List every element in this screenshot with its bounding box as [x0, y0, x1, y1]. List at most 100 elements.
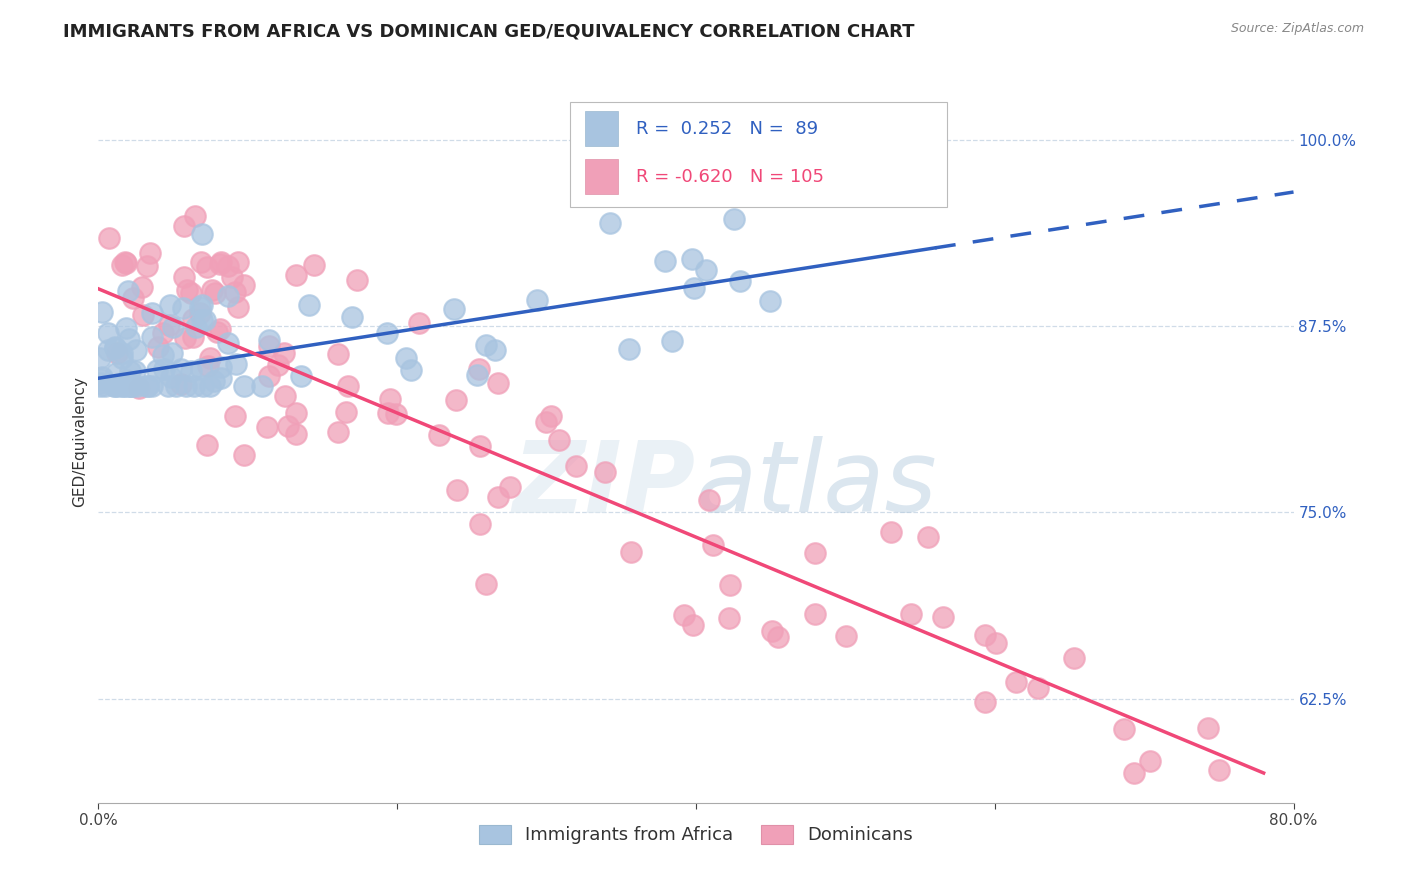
Point	[1208, 763, 1230, 777]
Point	[534, 415, 557, 429]
Text: IMMIGRANTS FROM AFRICA VS DOMINICAN GED/EQUIVALENCY CORRELATION CHART: IMMIGRANTS FROM AFRICA VS DOMINICAN GED/…	[63, 22, 915, 40]
Point	[1005, 675, 1028, 690]
Point	[89, 376, 111, 390]
Point	[139, 246, 162, 260]
Text: ZIP: ZIP	[513, 436, 696, 533]
Point	[377, 406, 399, 420]
Point	[157, 378, 180, 392]
Bar	[571, 102, 948, 207]
Point	[184, 209, 207, 223]
Point	[152, 361, 174, 376]
Point	[121, 378, 143, 392]
Point	[91, 305, 114, 319]
Point	[290, 368, 312, 383]
Point	[174, 331, 197, 345]
Point	[224, 285, 246, 300]
Point	[1026, 681, 1049, 695]
Point	[385, 407, 408, 421]
Point	[728, 275, 751, 289]
Text: R =  0.252   N =  89: R = 0.252 N = 89	[637, 120, 818, 137]
Point	[115, 256, 138, 270]
Point	[986, 636, 1008, 650]
Point	[683, 281, 706, 295]
Point	[170, 362, 193, 376]
Point	[654, 254, 676, 268]
Point	[190, 361, 212, 376]
Point	[115, 378, 138, 392]
Point	[593, 465, 616, 479]
Point	[804, 607, 827, 622]
Point	[111, 258, 134, 272]
Point	[141, 330, 163, 344]
Point	[768, 630, 790, 644]
Point	[208, 322, 231, 336]
Point	[89, 372, 111, 386]
Point	[166, 378, 188, 392]
Point	[188, 306, 211, 320]
Text: R = -0.620   N = 105: R = -0.620 N = 105	[637, 168, 824, 186]
Point	[93, 378, 115, 392]
Point	[900, 607, 922, 621]
Point	[159, 298, 181, 312]
Point	[152, 348, 174, 362]
Point	[225, 358, 247, 372]
Point	[131, 308, 153, 322]
Point	[209, 255, 232, 269]
Point	[197, 359, 219, 374]
Point	[118, 333, 141, 347]
Point	[682, 618, 704, 632]
Point	[152, 326, 174, 340]
Point	[298, 298, 321, 312]
Point	[112, 378, 135, 392]
Point	[233, 449, 256, 463]
Point	[267, 358, 290, 372]
Point	[717, 611, 740, 625]
Point	[159, 370, 181, 384]
Point	[195, 260, 218, 274]
Point	[180, 286, 202, 301]
Point	[804, 546, 827, 560]
Point	[173, 219, 195, 233]
Point	[1197, 722, 1219, 736]
Point	[681, 252, 703, 266]
Point	[146, 339, 169, 353]
Point	[195, 438, 218, 452]
Point	[599, 216, 621, 230]
Point	[117, 373, 139, 387]
Point	[1139, 754, 1161, 768]
Point	[180, 364, 202, 378]
Point	[204, 285, 226, 300]
Point	[141, 306, 163, 320]
Point	[124, 364, 146, 378]
Point	[186, 319, 208, 334]
Point	[104, 340, 127, 354]
Point	[136, 259, 159, 273]
Point	[932, 609, 955, 624]
Point	[302, 258, 325, 272]
Point	[97, 326, 120, 341]
Point	[257, 339, 280, 353]
Point	[188, 300, 211, 314]
Point	[277, 418, 299, 433]
Point	[484, 343, 506, 358]
Point	[183, 378, 205, 392]
Point	[340, 310, 363, 324]
Point	[131, 280, 153, 294]
Point	[1123, 766, 1146, 780]
Point	[718, 578, 741, 592]
Point	[91, 369, 114, 384]
Point	[375, 326, 398, 340]
Point	[176, 283, 198, 297]
Point	[173, 269, 195, 284]
Bar	[585, 112, 619, 146]
Point	[97, 343, 120, 357]
Point	[661, 334, 683, 348]
Point	[401, 363, 423, 377]
Point	[190, 227, 212, 242]
Point	[917, 530, 939, 544]
Point	[443, 301, 465, 316]
Point	[475, 337, 498, 351]
Point	[204, 374, 226, 388]
Point	[468, 516, 491, 531]
Point	[217, 289, 239, 303]
